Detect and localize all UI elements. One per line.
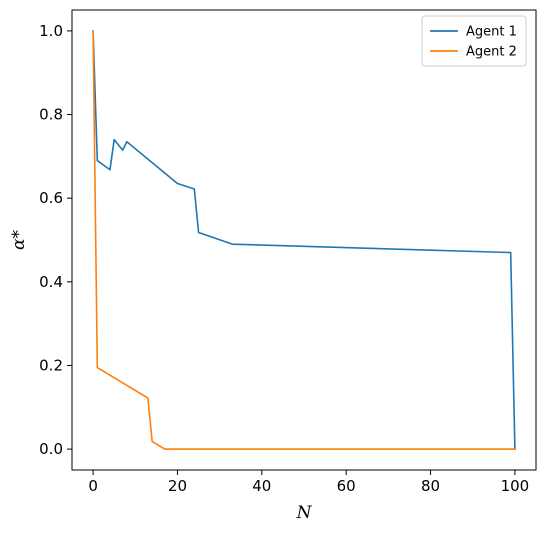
y-tick-label: 0.6 (39, 189, 63, 207)
series-layer (92, 30, 516, 450)
x-tick-label: 100 (501, 477, 530, 495)
x-tick-label: 20 (168, 477, 187, 495)
x-tick-label: 0 (88, 477, 98, 495)
y-tick-label: 1.0 (39, 22, 63, 40)
y-tick-label: 0.2 (39, 356, 63, 374)
series-line-agent-1 (92, 30, 516, 450)
y-tick-label: 0.0 (39, 440, 63, 458)
y-axis-label: α* (9, 230, 29, 250)
y-tick-label: 0.8 (39, 106, 63, 124)
series-line-agent-2 (92, 30, 516, 450)
x-tick-label: 80 (421, 477, 440, 495)
y-axis-ticks: 0.0 0.2 0.4 0.6 0.8 1.0 (39, 22, 72, 458)
plot-frame (71, 9, 537, 471)
x-axis-ticks: 0 20 40 60 80 100 (88, 470, 529, 495)
x-axis-label: N (296, 503, 313, 523)
legend-label: Agent 1 (466, 25, 517, 40)
legend-box (421, 15, 527, 67)
legend: Agent 1 Agent 2 (421, 15, 527, 67)
legend-label: Agent 2 (466, 45, 517, 60)
x-tick-label: 40 (252, 477, 271, 495)
x-tick-label: 60 (337, 477, 356, 495)
y-tick-label: 0.4 (39, 273, 63, 291)
